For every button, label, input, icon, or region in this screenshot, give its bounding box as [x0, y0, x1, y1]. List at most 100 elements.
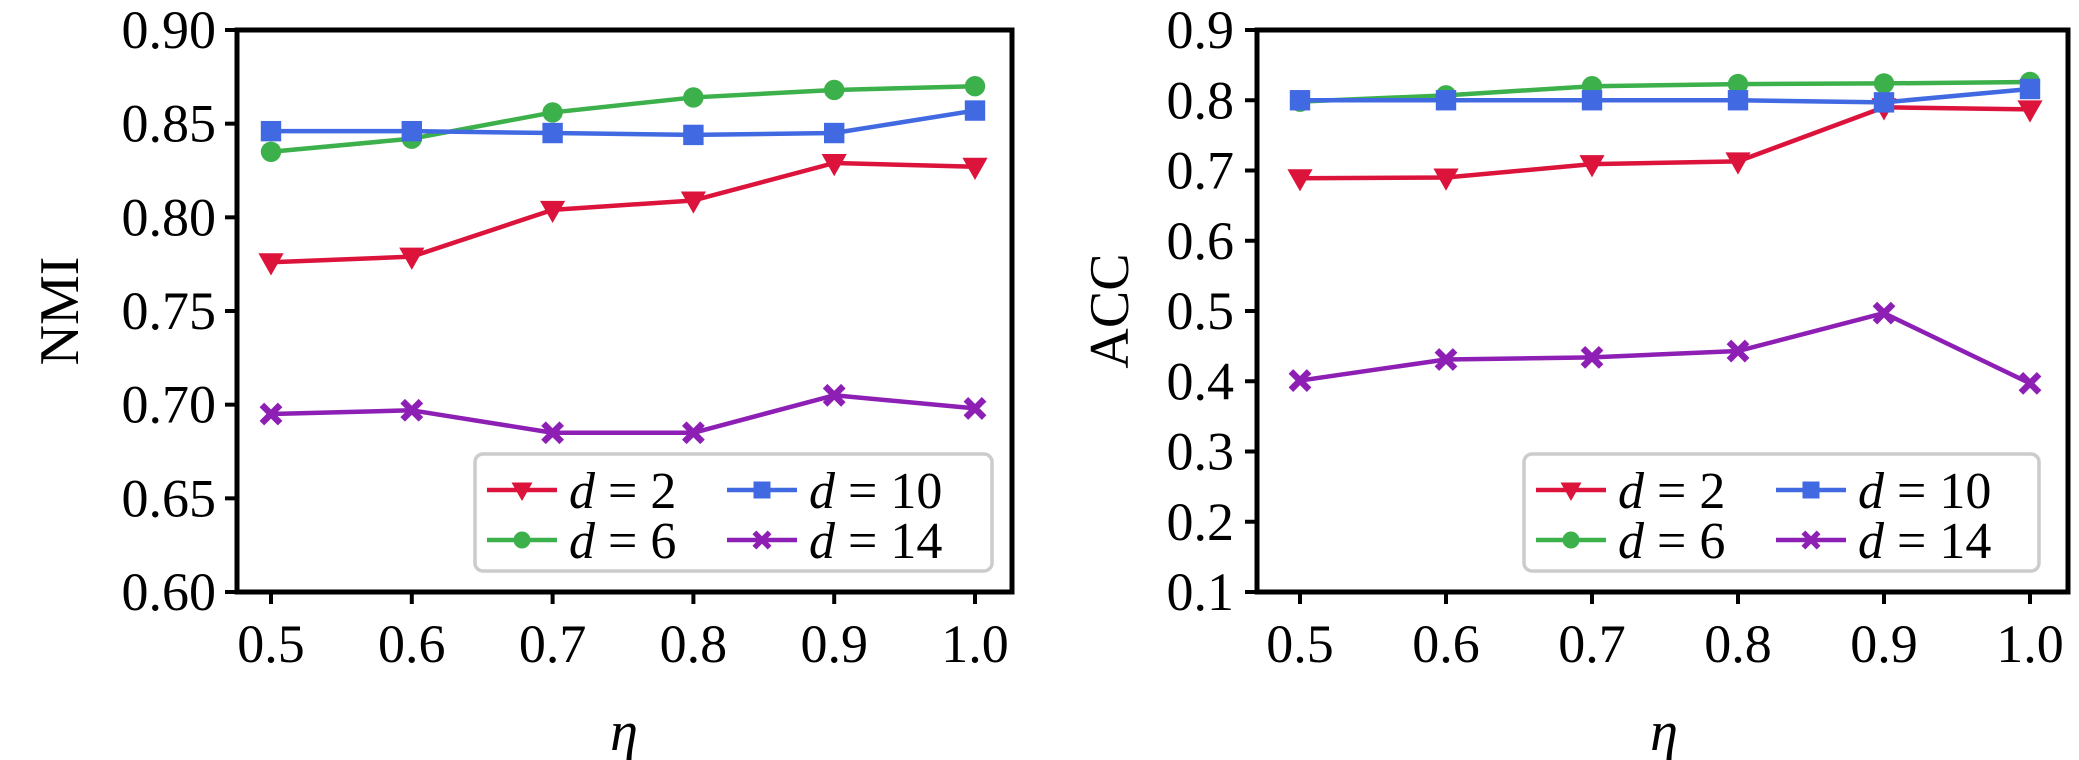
x-tick-label: 0.5 [237, 614, 305, 674]
data-point-marker [1581, 90, 1603, 111]
legend-label: d = 2 [569, 463, 676, 520]
legend-marker-icon [1562, 531, 1580, 549]
data-point-marker [1873, 73, 1895, 94]
series-d-6 [260, 76, 986, 162]
data-point-marker [542, 102, 563, 123]
acc-chart-panel: ACC η 0.1 0.2 0.3 0.4 0.5 0.6 0.7 0.8 0.9 0.5 0.6 0… [1079, 0, 2071, 760]
data-point-marker [540, 200, 566, 224]
legend-label: d = 10 [1858, 463, 1991, 520]
legend-label: d = 2 [1618, 463, 1725, 520]
x-tick-label: 0.6 [1412, 614, 1480, 674]
data-point-marker [258, 253, 284, 276]
legend-item-d-2: d = 2 [487, 463, 676, 520]
data-point-marker [964, 100, 986, 121]
data-point-marker [1726, 339, 1750, 363]
y-tick-label: 0.85 [122, 94, 217, 154]
data-point-marker [399, 247, 425, 270]
axes-frame [1254, 27, 2071, 595]
series-line [271, 108, 976, 138]
data-point-marker [683, 124, 704, 146]
data-point-marker [1288, 369, 1312, 392]
legend: d = 2d = 6 d = 10d = 14 [473, 452, 994, 573]
legend-item-d-14: d = 14 [1776, 513, 1991, 570]
y-tick-label: 0.4 [1167, 351, 1235, 411]
legend: d = 2d = 6 d = 10d = 14 [1522, 452, 2041, 573]
legend-marker-icon [511, 482, 533, 501]
data-point-marker [1873, 92, 1895, 113]
axes-frame [234, 27, 1015, 595]
data-point-marker [1725, 152, 1751, 175]
legend-label: d = 14 [809, 513, 942, 570]
x-tick-label: 0.6 [378, 614, 446, 674]
x-tick-label: 1.0 [1996, 614, 2064, 674]
data-point-marker [1579, 155, 1605, 178]
data-point-marker [1727, 90, 1749, 111]
x-tick-label: 1.0 [941, 614, 1009, 674]
series-line [270, 393, 976, 436]
x-tick-label: 0.9 [1850, 614, 1918, 674]
data-point-marker [259, 402, 283, 426]
data-point-marker [1434, 348, 1458, 371]
y-tick-label: 0.2 [1167, 492, 1235, 552]
series-d-14 [259, 383, 987, 445]
y-tick-label: 0.80 [122, 187, 217, 247]
y-tick-label: 0.75 [122, 281, 217, 341]
data-point-marker [682, 421, 705, 445]
data-point-marker [680, 191, 706, 214]
y-tick-label: 0.7 [1167, 141, 1235, 201]
data-point-marker [1727, 73, 1749, 95]
nmi-chart-panel: NMI η 0.60 0.65 0.70 0.75 0.80 0.85 0.90 0.5 0.6… [29, 0, 1015, 760]
data-point-marker [2019, 78, 2041, 100]
x-tick-label: 0.8 [660, 614, 728, 674]
series-d-2 [1287, 98, 2043, 192]
x-tick-label: 0.9 [800, 614, 868, 674]
legend-marker-icon [753, 481, 771, 499]
legend-marker-icon [1801, 530, 1821, 550]
data-point-marker [821, 154, 847, 177]
legend-box [1522, 452, 2041, 573]
data-point-marker [1580, 345, 1604, 369]
legend-label: d = 6 [569, 513, 676, 570]
data-point-marker [1435, 90, 1457, 111]
data-point-marker [824, 79, 845, 101]
y-tick-label: 0.65 [122, 468, 217, 528]
legend-item-d-2: d = 2 [1536, 463, 1725, 520]
y-axis-label: NMI [29, 257, 91, 366]
y-tick-label: 0.3 [1167, 422, 1235, 482]
y-tick-label: 0.70 [122, 375, 217, 435]
series-line [1299, 105, 2031, 181]
data-point-marker [260, 141, 282, 162]
legend-marker-icon [1560, 482, 1582, 501]
series-line [1299, 310, 2031, 386]
legend-marker-icon [752, 530, 772, 550]
data-point-marker [260, 120, 282, 142]
x-axis-label: η [1650, 701, 1678, 760]
data-point-marker [963, 397, 987, 420]
legend-label: d = 14 [1858, 513, 1991, 570]
data-point-marker [542, 122, 563, 144]
legend-marker-icon [513, 531, 531, 549]
y-tick-label: 0.6 [1167, 211, 1235, 271]
legend-item-d-10: d = 10 [727, 463, 942, 520]
data-point-marker [1289, 90, 1311, 111]
legend-item-d-6: d = 6 [487, 513, 676, 570]
legend-box [473, 452, 994, 573]
legend-label: d = 10 [809, 463, 942, 520]
x-tick-label: 0.7 [519, 614, 587, 674]
data-point-marker [1433, 168, 1459, 191]
x-tick-label: 0.5 [1266, 614, 1334, 674]
legend-label: d = 6 [1618, 513, 1725, 570]
x-tick-label: 0.7 [1558, 614, 1626, 674]
data-point-marker [400, 398, 424, 422]
y-axis-label: ACC [1079, 253, 1141, 368]
series-line [1300, 86, 2031, 105]
series-d-10 [1289, 78, 2041, 113]
data-point-marker [1872, 301, 1896, 325]
data-point-marker [824, 122, 845, 144]
series-line [1299, 79, 2031, 104]
series-line [270, 83, 976, 155]
y-tick-label: 0.9 [1167, 0, 1235, 60]
series-d-2 [258, 154, 988, 276]
data-point-marker [2017, 100, 2043, 123]
